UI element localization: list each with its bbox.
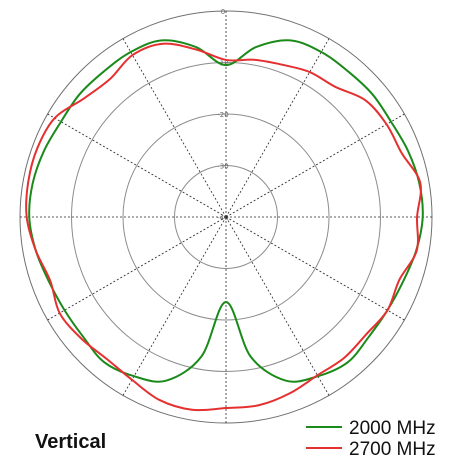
legend: 2000 MHz 2700 MHz <box>306 418 436 458</box>
radial-tick-label: -10 <box>217 60 228 68</box>
grid-spoke <box>122 38 227 218</box>
radial-tick-labels: 0 -10 -20 -30 -40 <box>217 8 228 222</box>
radial-tick-label: -20 <box>217 111 228 119</box>
grid-ring <box>71 62 381 372</box>
chart-caption: Vertical <box>35 431 106 453</box>
grid-ring <box>174 165 278 269</box>
grid-spoke <box>225 38 330 218</box>
radial-tick-label: -30 <box>217 163 228 171</box>
grid-ring <box>122 113 330 321</box>
radial-tick-label: -40 <box>217 214 228 222</box>
radial-tick-label: 0 <box>221 8 225 16</box>
legend-label-2000mhz: 2000 MHz <box>349 418 436 439</box>
series-line-1 <box>25 42 422 412</box>
series-layer <box>25 39 424 412</box>
legend-label-2700mhz: 2700 MHz <box>349 439 436 458</box>
series-line-0 <box>28 39 424 383</box>
